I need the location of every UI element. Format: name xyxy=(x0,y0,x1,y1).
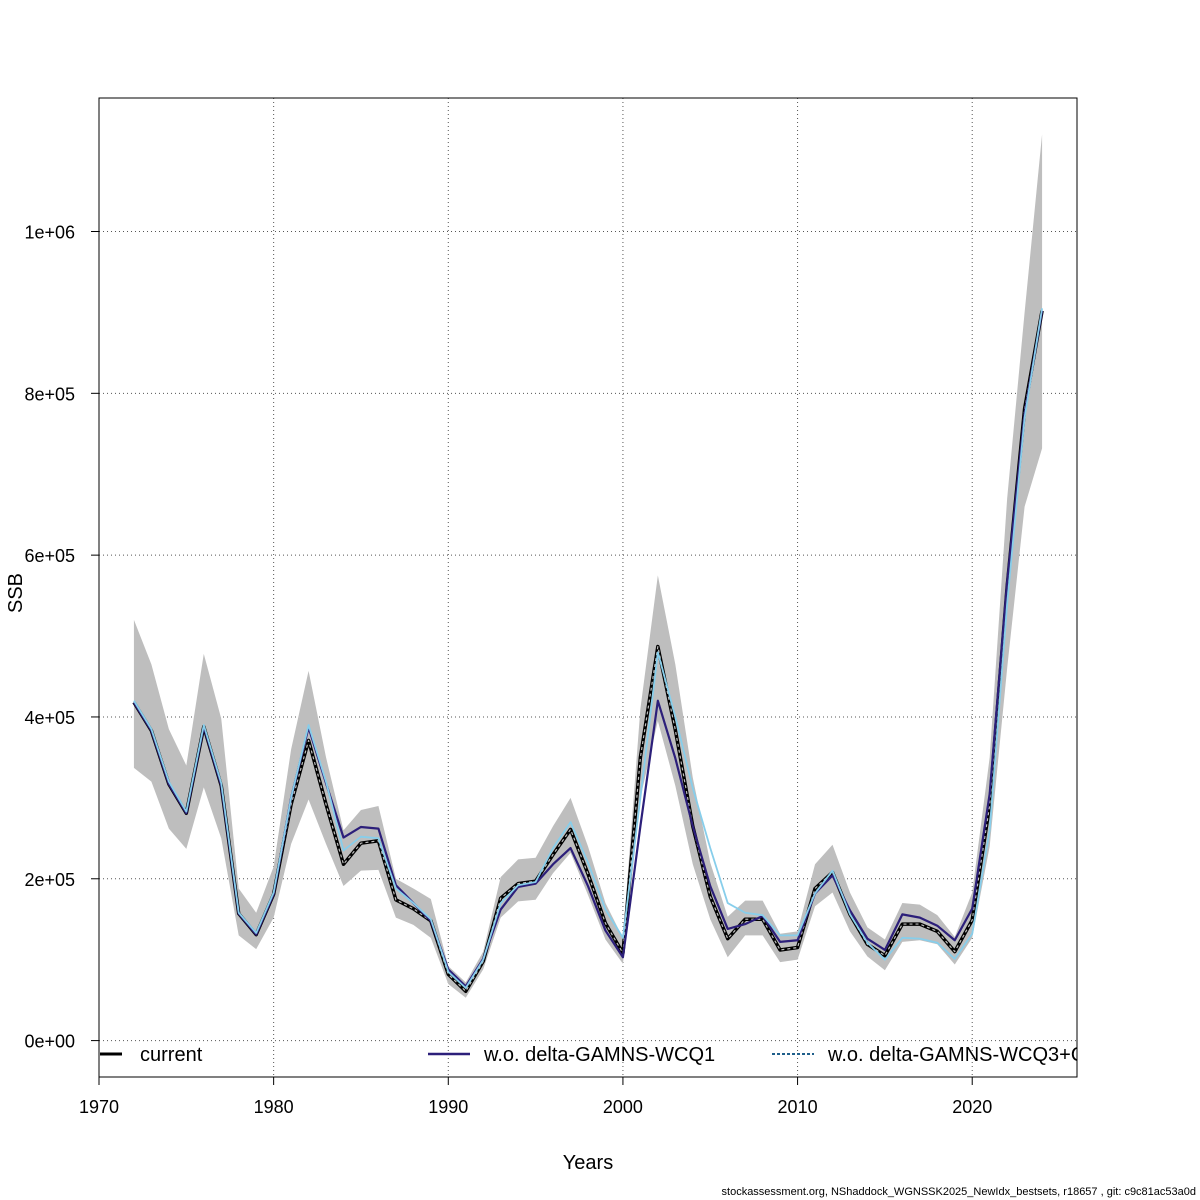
x-tick-label: 2020 xyxy=(952,1097,992,1117)
y-tick-label: 6e+05 xyxy=(24,546,75,566)
footer-caption: stockassessment.org, NShaddock_WGNSSK202… xyxy=(721,1186,1196,1198)
y-axis: 0e+00 2e+05 4e+05 6e+05 8e+05 1e+06 xyxy=(24,223,100,1052)
y-axis-title: SSB xyxy=(5,573,27,613)
legend-label: current xyxy=(140,1044,203,1066)
y-tick-label: 4e+05 xyxy=(24,708,75,728)
series-line xyxy=(133,308,1043,989)
series-layer xyxy=(132,308,1044,993)
legend-label: w.o. delta-GAMNS-WCQ1 xyxy=(483,1044,715,1066)
x-axis: 1970 1980 1990 2000 2010 2020 xyxy=(79,1076,992,1117)
x-tick-label: 1980 xyxy=(254,1097,294,1117)
x-tick-label: 1970 xyxy=(79,1097,119,1117)
y-tick-label: 0e+00 xyxy=(24,1032,75,1052)
legend-label: w.o. delta-GAMNS-WCQ3+Q xyxy=(827,1044,1086,1066)
x-tick-label: 1990 xyxy=(428,1097,468,1117)
x-tick-label: 2010 xyxy=(778,1097,818,1117)
y-tick-label: 8e+05 xyxy=(24,384,75,404)
legend-entries: current w.o. delta-GAMNS-WCQ1 w.o. delta-G… xyxy=(100,1044,1086,1066)
y-tick-label: 2e+05 xyxy=(24,870,75,890)
x-axis-title: Years xyxy=(563,1152,613,1174)
x-tick-label: 2000 xyxy=(603,1097,643,1117)
y-tick-label: 1e+06 xyxy=(24,223,75,243)
legend: current w.o. delta-GAMNS-WCQ1 w.o. delta-G… xyxy=(100,1044,1086,1066)
